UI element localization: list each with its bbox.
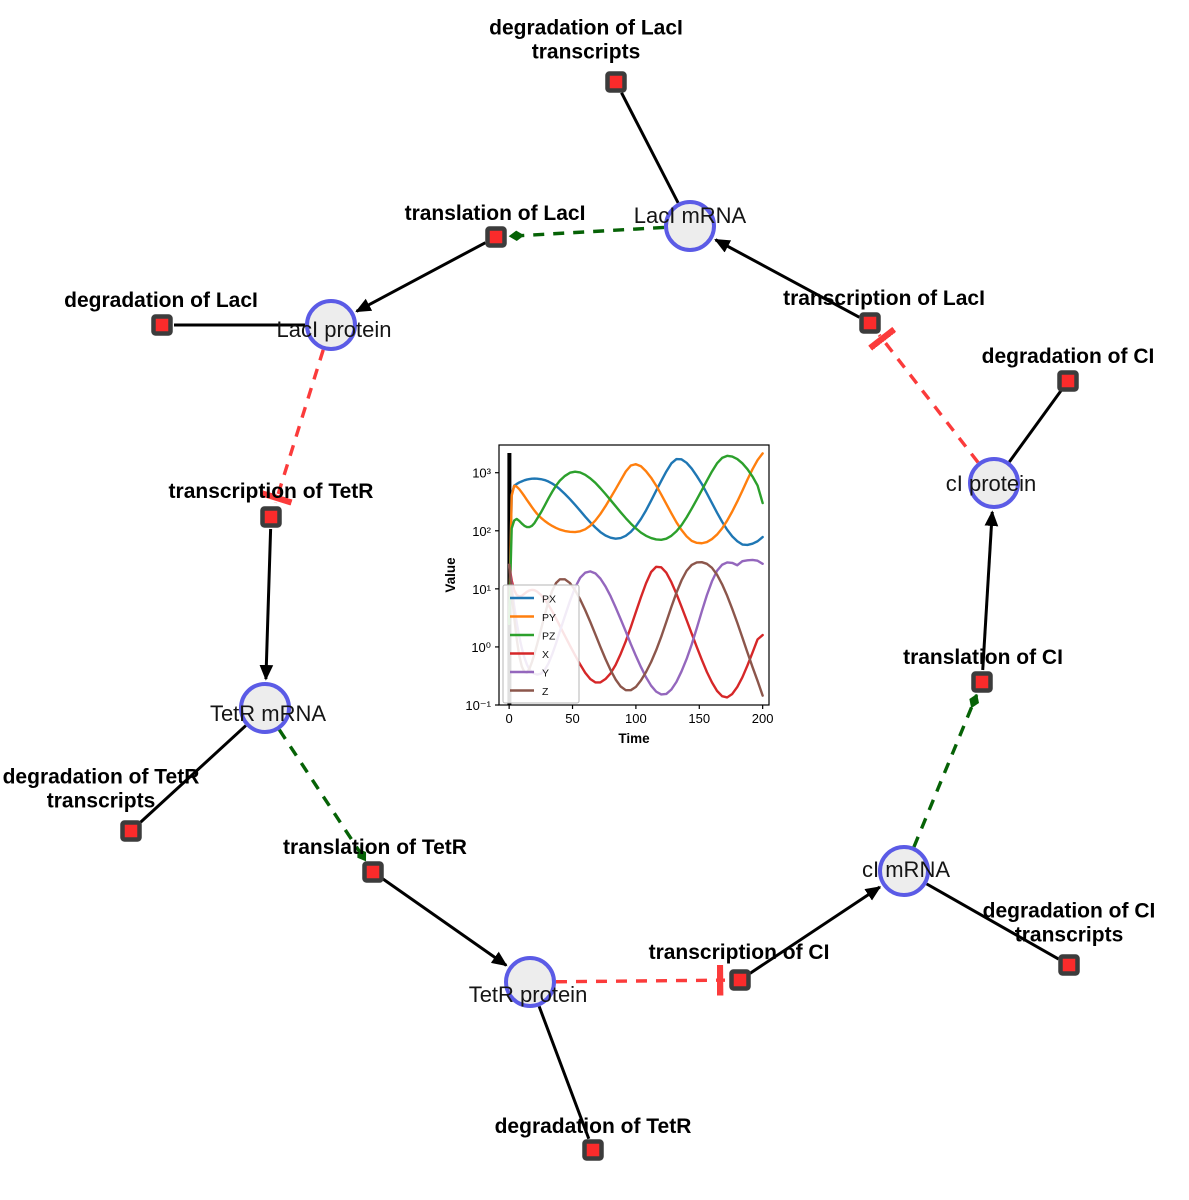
plot-tick-labels: 0 50 100 150 200 10⁻¹ 10⁰ 10¹ 10² 10³ Time Value (443, 466, 774, 746)
species-label-tetr_protein: TetR protein (468, 982, 588, 1007)
y-tick-label: 10¹ (472, 582, 491, 597)
x-tick-label: 150 (688, 711, 710, 726)
reaction-label-deg_laci_transcripts: degradation of LacI transcripts (489, 16, 683, 63)
reaction-node-translation_tetr[interactable] (362, 861, 384, 883)
series-PX (507, 457, 764, 626)
reaction-node-translation_ci[interactable] (971, 671, 993, 693)
species-node-laci_protein[interactable] (305, 299, 357, 351)
legend-box (502, 584, 580, 704)
edge-translation_tetr-to-tetr_protein (381, 877, 508, 967)
edge-translation_ci-to-ci_protein (981, 510, 999, 671)
reaction-label-deg_laci: degradation of LacI (64, 289, 258, 313)
legend-label-PX: PX (542, 594, 556, 606)
edge-ci_protein-to-deg_ci (1008, 389, 1063, 463)
legend-label-Y: Y (542, 668, 549, 680)
reaction-node-translation_laci[interactable] (485, 226, 507, 248)
simulation-plot: 0 50 100 150 200 10⁻¹ 10⁰ 10¹ 10² 10³ Time Value PX… (437, 437, 781, 757)
reaction-node-deg_ci_transcripts[interactable] (1058, 954, 1080, 976)
edge-transcription_tetr-to-tetr_mrna (259, 528, 274, 681)
edge-layer (138, 91, 1063, 1140)
legend-label-PY: PY (542, 612, 556, 624)
edge-transcription_ci-to-ci_mrna (749, 885, 882, 975)
species-label-ci_mrna: cI mRNA (862, 857, 950, 882)
edge-tetr_protein-to-transcription_ci (555, 980, 726, 982)
species-label-laci_mrna: LacI mRNA (633, 203, 747, 228)
edge-transcription_laci-to-laci_mrna (714, 238, 861, 319)
x-tick-label: 50 (565, 711, 579, 726)
y-axis-label: Value (443, 557, 458, 593)
x-tick-label: 100 (625, 711, 647, 726)
x-axis-label: Time (618, 731, 650, 746)
reaction-node-deg_tetr[interactable] (582, 1139, 604, 1161)
species-node-ci_mrna[interactable] (878, 845, 930, 897)
reaction-label-transcription_laci: transcription of LacI (783, 287, 985, 311)
plot-legend: PX PY PZ XYZ (502, 584, 580, 704)
species-label-laci_protein: LacI protein (276, 317, 392, 342)
reaction-node-deg_laci[interactable] (151, 314, 173, 336)
edge-ci_mrna-to-deg_ci_transcripts (925, 882, 1060, 961)
species-label-tetr_mrna: TetR mRNA (209, 701, 327, 726)
series-PY (507, 452, 764, 626)
reaction-node-transcription_tetr[interactable] (260, 506, 282, 528)
reaction-node-deg_ci[interactable] (1057, 370, 1079, 392)
reaction-node-deg_tetr_transcripts[interactable] (120, 820, 142, 842)
edge-tetr_mrna-to-deg_tetr_transcripts (138, 724, 247, 824)
legend-label-PZ: PZ (542, 631, 556, 643)
series-PZ (507, 454, 764, 626)
reaction-node-deg_laci_transcripts[interactable] (605, 71, 627, 93)
species-node-tetr_mrna[interactable] (239, 682, 291, 734)
edge-tetr_protein-to-deg_tetr (537, 1005, 591, 1140)
x-tick-label: 200 (752, 711, 774, 726)
species-node-laci_mrna[interactable] (664, 200, 716, 252)
reaction-label-translation_laci: translation of LacI (404, 202, 586, 226)
edge-ci_protein-to-transcription_laci (879, 335, 980, 464)
reaction-node-transcription_ci[interactable] (729, 969, 751, 991)
species-node-tetr_protein[interactable] (504, 956, 556, 1008)
edge-deg_laci_transcripts-to-laci_mrna (620, 91, 680, 204)
y-tick-label: 10³ (472, 466, 491, 481)
y-tick-label: 10⁻¹ (465, 698, 491, 713)
reaction-label-deg_ci_transcripts: degradation of CI transcripts (982, 899, 1156, 946)
legend-label-X: X (542, 649, 549, 661)
reaction-label-deg_tetr: degradation of TetR (494, 1115, 692, 1139)
edge-laci_protein-to-transcription_tetr (275, 349, 325, 503)
reaction-label-transcription_ci: transcription of CI (648, 941, 830, 965)
reaction-node-transcription_laci[interactable] (859, 312, 881, 334)
y-tick-label: 10² (472, 524, 491, 539)
reaction-label-translation_ci: translation of CI (903, 646, 1063, 670)
edge-tetr_mrna-to-translation_tetr (277, 728, 367, 862)
edge-ci_mrna-to-translation_ci (912, 693, 979, 848)
edge-translation_laci-to-laci_protein (355, 241, 487, 313)
legend-label-Z: Z (542, 686, 549, 698)
reaction-label-deg_ci: degradation of CI (981, 345, 1155, 369)
y-tick-label: 10⁰ (471, 640, 491, 655)
node-layer (120, 71, 1080, 1161)
species-node-ci_protein[interactable] (968, 457, 1020, 509)
reaction-label-deg_tetr_transcripts: degradation of TetR transcripts (2, 765, 200, 812)
simulation-plot-svg: 0 50 100 150 200 10⁻¹ 10⁰ 10¹ 10² 10³ Time Value PX… (443, 444, 774, 746)
species-label-ci_protein: cI protein (945, 471, 1037, 496)
reaction-label-translation_tetr: translation of TetR (283, 836, 467, 860)
reaction-label-transcription_tetr: transcription of TetR (168, 480, 374, 504)
x-tick-label: 0 (506, 711, 513, 726)
edge-laci_mrna-to-translation_laci (508, 225, 665, 242)
